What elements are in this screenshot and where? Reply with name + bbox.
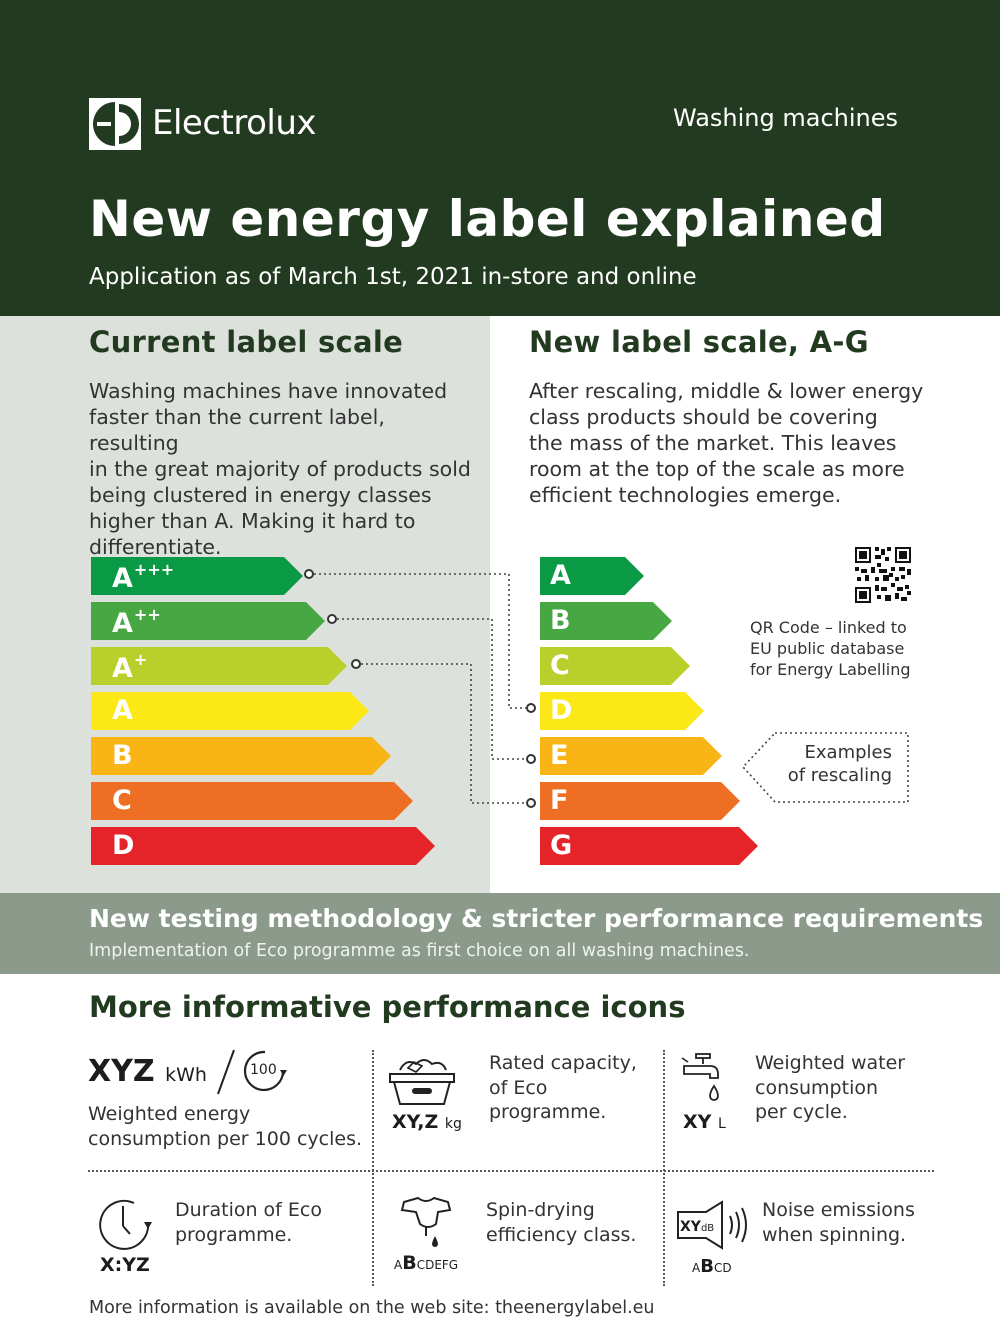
- noise-class-scale: ABCD: [692, 1256, 732, 1277]
- new-class-bar: G: [540, 827, 758, 865]
- capacity-description: Rated capacity, of Eco programme.: [489, 1052, 637, 1123]
- new-class-bar: C: [540, 647, 690, 685]
- grid-divider: [663, 1050, 665, 1286]
- methodology-band: [0, 893, 1000, 974]
- qr-code-icon: [855, 547, 911, 603]
- current-class-bar: D: [91, 827, 435, 865]
- current-class-bar: A: [91, 692, 369, 730]
- energy-class-arrow: [91, 557, 303, 595]
- spin-drying-shirt-icon: [400, 1196, 452, 1247]
- energy-class-arrow: [91, 827, 435, 865]
- connector-dot: [327, 614, 337, 624]
- qr-code-caption: QR Code – linked to EU public database f…: [750, 618, 911, 679]
- cycle-count: 100: [250, 1062, 277, 1078]
- energy-class-arrow: [91, 602, 325, 640]
- laundry-basket-icon: [389, 1059, 455, 1105]
- energy-class-arrow: [540, 602, 672, 640]
- product-category: Washing machines: [673, 104, 898, 132]
- page-subtitle: Application as of March 1st, 2021 in-sto…: [89, 264, 697, 290]
- duration-code: X:YZ: [100, 1254, 150, 1276]
- page-title: New energy label explained: [89, 190, 886, 248]
- examples-callout-frame: [741, 732, 909, 803]
- new-class-bar: E: [540, 737, 722, 775]
- noise-box-code: XYdB: [680, 1219, 715, 1235]
- clock-icon: [99, 1199, 152, 1250]
- energy-class-arrow: [91, 782, 413, 820]
- header: Electrolux Washing machines New energy l…: [0, 0, 1000, 316]
- noise-description: Noise emissions when spinning.: [762, 1199, 915, 1246]
- connector-dot: [526, 754, 536, 764]
- new-class-bar: F: [540, 782, 740, 820]
- current-class-bar: C: [91, 782, 413, 820]
- energy-class-arrow: [540, 692, 704, 730]
- brand-name: Electrolux: [152, 103, 317, 143]
- current-class-bar: A++: [91, 602, 325, 640]
- energy-class-arrow: [540, 647, 690, 685]
- energy-code: XYZ kWh: [88, 1054, 207, 1089]
- energy-class-arrow: [540, 557, 644, 595]
- new-scale-body: After rescaling, middle & lower energy c…: [529, 379, 924, 507]
- new-scale-title: New label scale, A-G: [529, 325, 869, 359]
- energy-description: Weighted energy consumption per 100 cycl…: [88, 1103, 363, 1150]
- energy-class-arrow: [540, 782, 740, 820]
- current-scale-body: Washing machines have innovated faster t…: [89, 379, 471, 559]
- capacity-code: XY,Z kg: [392, 1111, 462, 1133]
- methodology-title: New testing methodology & stricter perfo…: [89, 904, 984, 933]
- grid-divider: [88, 1170, 934, 1172]
- grid-divider: [372, 1050, 374, 1286]
- examples-of-rescaling-caption: Examples of rescaling: [787, 742, 892, 786]
- spin-class-scale: ABCDEFG: [394, 1252, 459, 1274]
- current-class-bar: B: [91, 737, 391, 775]
- duration-description: Duration of Eco programme.: [175, 1199, 322, 1246]
- footer-info: More information is available on the web…: [89, 1298, 655, 1318]
- water-code: XY L: [683, 1111, 726, 1133]
- electrolux-logo-icon: [89, 98, 141, 150]
- energy-class-arrow: [91, 692, 369, 730]
- icons-section-title: More informative performance icons: [89, 990, 686, 1024]
- new-class-bar: D: [540, 692, 704, 730]
- connector-dot: [526, 798, 536, 808]
- connector-dot: [304, 569, 314, 579]
- energy-class-arrow: [540, 827, 758, 865]
- energy-class-arrow: [91, 737, 391, 775]
- energy-class-arrow: [91, 647, 347, 685]
- speaker-icon: [677, 1200, 747, 1250]
- slash-icon: [217, 1049, 235, 1095]
- water-description: Weighted water consumption per cycle.: [755, 1052, 906, 1123]
- rescaling-connectors: [304, 569, 909, 808]
- connector-dot: [526, 703, 536, 713]
- new-class-bar: A: [540, 557, 644, 595]
- water-tap-icon: [681, 1053, 719, 1101]
- energy-class-arrow: [540, 737, 722, 775]
- connector-dot: [351, 659, 361, 669]
- methodology-subtitle: Implementation of Eco programme as first…: [89, 941, 750, 961]
- new-class-bar: B: [540, 602, 672, 640]
- current-class-bar: A+: [91, 647, 347, 685]
- current-class-bar: A+++: [91, 557, 303, 595]
- spin-description: Spin-drying efficiency class.: [486, 1199, 637, 1246]
- cycle-counter-icon: [243, 1050, 287, 1092]
- current-scale-title: Current label scale: [89, 325, 404, 359]
